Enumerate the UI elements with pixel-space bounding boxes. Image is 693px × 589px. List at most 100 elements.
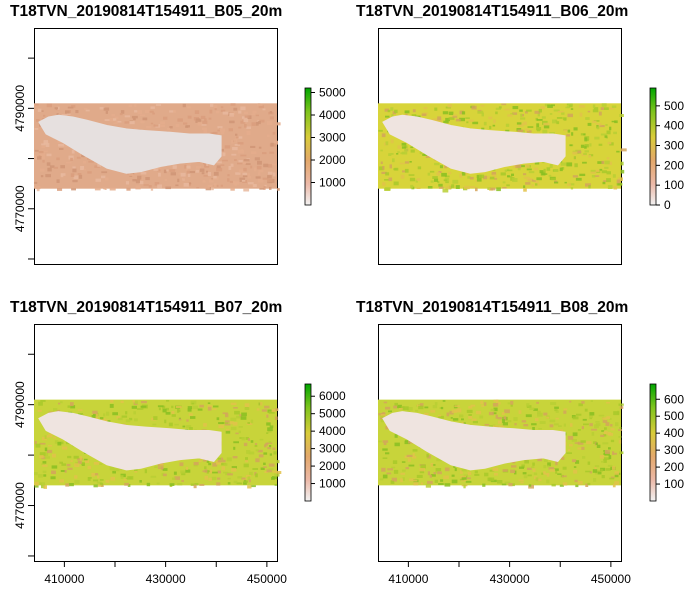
raster-pixel (560, 162, 567, 166)
raster-pixel (601, 475, 605, 479)
raster-pixel (134, 469, 138, 472)
raster-pixel (612, 452, 617, 455)
raster-pixel (539, 421, 546, 424)
raster-pixel (412, 109, 416, 113)
raster-pixel (103, 413, 106, 417)
raster-pixel (267, 446, 271, 450)
raster-pixel (443, 120, 449, 124)
raster-pixel (244, 403, 250, 408)
raster-pixel (523, 121, 527, 125)
raster-pixel (60, 165, 65, 169)
raster-pixel (202, 127, 207, 130)
raster-pixel (217, 126, 223, 129)
raster-pixel (46, 162, 51, 166)
raster-pixel (547, 465, 550, 468)
raster-pixel (611, 120, 616, 123)
raster-pixel (609, 418, 612, 420)
raster-pixel (150, 188, 154, 191)
raster-pixel (569, 444, 573, 447)
raster-pixel (34, 441, 37, 445)
raster-pixel (45, 435, 49, 438)
raster-pixel (588, 154, 592, 158)
raster-pixel (492, 403, 499, 407)
raster-pixel (492, 124, 496, 127)
raster-pixel (157, 184, 162, 189)
raster-pixel (99, 479, 104, 481)
raster-pixel (73, 455, 79, 459)
raster-pixel (616, 150, 620, 153)
raster-pixel (40, 168, 45, 172)
raster-pixel (618, 429, 623, 431)
raster-pixel (540, 106, 545, 110)
raster-pixel (236, 136, 243, 139)
raster-pixel (543, 465, 547, 469)
raster-pixel (191, 402, 195, 405)
raster-pixel (207, 172, 212, 176)
raster-pixel (179, 462, 184, 467)
raster-pixel (612, 451, 615, 455)
raster-pixel (430, 463, 434, 467)
raster-pixel (490, 408, 495, 411)
raster-pixel (616, 179, 621, 184)
raster-pixel (57, 106, 60, 110)
raster-pixel (516, 122, 522, 125)
raster-pixel (275, 471, 282, 474)
raster-pixel (495, 414, 498, 419)
raster-pixel (526, 168, 532, 171)
raster-pixel (134, 110, 138, 113)
raster-pixel (461, 422, 465, 425)
raster-pixel (84, 108, 88, 110)
raster-pixel (424, 406, 429, 409)
raster-pixel (234, 182, 237, 186)
raster-pixel (259, 402, 263, 406)
raster-pixel (253, 184, 257, 188)
raster-pixel (514, 423, 517, 426)
raster-pixel (526, 109, 532, 112)
raster-pixel (592, 104, 596, 108)
raster-pixel (150, 475, 157, 478)
raster-pixel (113, 118, 117, 121)
raster-pixel (95, 178, 101, 182)
raster-pixel (504, 169, 507, 172)
raster-pixel (461, 111, 466, 115)
raster-pixel (605, 422, 610, 426)
raster-pixel (393, 181, 399, 186)
raster-pixel (383, 401, 388, 404)
raster-pixel (72, 168, 77, 173)
raster-lake (382, 114, 566, 174)
raster-pixel (445, 181, 449, 184)
raster-pixel (572, 416, 579, 420)
raster-pixel (574, 442, 579, 444)
raster-pixel (469, 176, 474, 180)
raster-pixel (599, 125, 605, 128)
raster-pixel (531, 184, 534, 187)
raster-pixel (187, 115, 192, 119)
raster-pixel (131, 115, 138, 119)
raster-pixel (190, 416, 196, 419)
raster-pixel (418, 405, 424, 410)
raster-pixel (521, 420, 527, 423)
legend-tick-label: 0 (664, 198, 671, 212)
raster-pixel (93, 462, 100, 465)
raster-pixel (247, 182, 254, 185)
raster-pixel (603, 431, 608, 435)
raster-pixel (532, 468, 536, 472)
raster-pixel (595, 423, 601, 427)
raster-pixel (569, 183, 575, 186)
raster-pixel (63, 144, 69, 147)
raster-pixel (569, 144, 573, 147)
raster-pixel (553, 109, 560, 112)
raster-pixel (617, 182, 622, 186)
raster-pixel (99, 463, 103, 465)
raster-pixel (614, 473, 619, 478)
raster-pixel (94, 165, 100, 168)
raster-pixel (228, 128, 233, 132)
raster-pixel (207, 184, 212, 188)
raster-pixel (416, 187, 421, 189)
raster-pixel (194, 110, 200, 114)
raster-pixel (380, 418, 386, 423)
raster-pixel (605, 450, 610, 454)
raster-pixel (548, 467, 554, 470)
raster-pixel (474, 470, 478, 474)
raster-pixel (502, 187, 507, 189)
